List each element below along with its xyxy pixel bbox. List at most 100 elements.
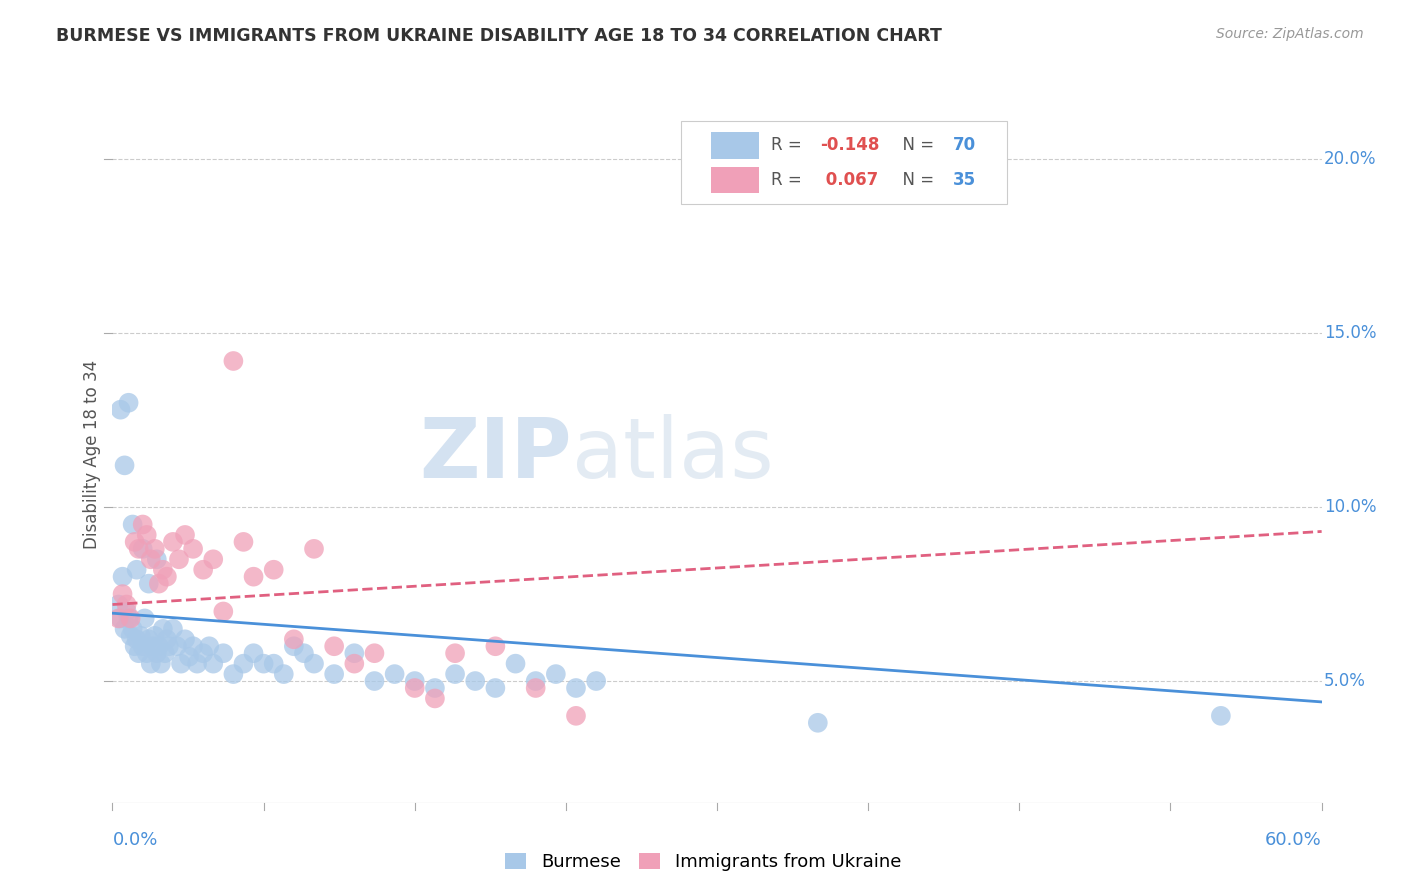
Point [146, 552, 169, 566]
Point [121, 622, 143, 636]
Point [242, 569, 264, 583]
Point [143, 541, 166, 556]
Point [115, 605, 138, 619]
Point [404, 674, 426, 689]
Point [302, 541, 325, 556]
Point [263, 563, 285, 577]
Point [135, 528, 157, 542]
Point [585, 674, 607, 689]
Point [212, 646, 235, 660]
Text: 15.0%: 15.0% [1324, 324, 1376, 343]
Point [464, 674, 486, 689]
Point [484, 639, 506, 653]
Text: R =: R = [772, 171, 807, 189]
Point [132, 639, 155, 653]
Point [162, 534, 184, 549]
Point [156, 632, 179, 647]
Point [125, 563, 148, 577]
Point [166, 639, 188, 653]
Point [177, 649, 200, 664]
Text: Source: ZipAtlas.com: Source: ZipAtlas.com [1216, 27, 1364, 41]
Point [343, 646, 366, 660]
Point [202, 552, 225, 566]
Point [124, 534, 146, 549]
Text: 60.0%: 60.0% [1265, 830, 1322, 848]
Point [323, 667, 346, 681]
Point [110, 611, 132, 625]
Point [146, 646, 169, 660]
Point [404, 681, 426, 695]
Point [174, 528, 197, 542]
Point [544, 667, 567, 681]
Point [444, 646, 467, 660]
Point [283, 632, 305, 647]
Point [139, 657, 162, 671]
Point [111, 569, 134, 583]
Point [107, 598, 129, 612]
Text: 10.0%: 10.0% [1324, 498, 1376, 516]
Point [1209, 708, 1232, 723]
Point [384, 667, 406, 681]
Y-axis label: Disability Age 18 to 34: Disability Age 18 to 34 [83, 360, 101, 549]
Point [565, 708, 588, 723]
Point [186, 657, 208, 671]
Point [162, 622, 184, 636]
Point [444, 667, 467, 681]
Point [232, 657, 254, 671]
Text: ZIP: ZIP [419, 415, 572, 495]
Point [117, 611, 139, 625]
Point [153, 646, 176, 660]
Point [191, 563, 214, 577]
Point [114, 622, 136, 636]
Point [110, 402, 132, 417]
Point [115, 598, 138, 612]
Text: 5.0%: 5.0% [1324, 672, 1367, 690]
Point [302, 657, 325, 671]
Text: 0.0%: 0.0% [112, 830, 157, 848]
Point [152, 563, 174, 577]
Point [807, 715, 830, 730]
Point [111, 587, 134, 601]
Point [152, 622, 174, 636]
FancyBboxPatch shape [681, 121, 1007, 204]
Text: -0.148: -0.148 [820, 136, 879, 154]
Point [135, 646, 157, 660]
Point [120, 611, 142, 625]
Point [423, 681, 446, 695]
Point [143, 629, 166, 643]
Point [202, 657, 225, 671]
Point [198, 639, 221, 653]
Point [273, 667, 295, 681]
Text: 35: 35 [953, 171, 976, 189]
Point [565, 681, 588, 695]
Point [363, 674, 385, 689]
Point [167, 552, 190, 566]
Point [128, 541, 150, 556]
Point [181, 541, 204, 556]
Point [292, 646, 315, 660]
Point [191, 646, 214, 660]
Point [125, 632, 148, 647]
Text: N =: N = [893, 136, 939, 154]
Point [157, 639, 180, 653]
Legend: Burmese, Immigrants from Ukraine: Burmese, Immigrants from Ukraine [498, 846, 908, 879]
Text: 0.067: 0.067 [820, 171, 879, 189]
Point [132, 541, 155, 556]
Bar [711, 132, 759, 159]
Point [156, 569, 179, 583]
Point [114, 458, 136, 473]
Text: BURMESE VS IMMIGRANTS FROM UKRAINE DISABILITY AGE 18 TO 34 CORRELATION CHART: BURMESE VS IMMIGRANTS FROM UKRAINE DISAB… [56, 27, 942, 45]
Point [138, 632, 160, 647]
Point [132, 517, 155, 532]
Text: R =: R = [772, 136, 807, 154]
Point [253, 657, 276, 671]
Point [121, 517, 143, 532]
Point [139, 552, 162, 566]
Point [524, 681, 547, 695]
Point [148, 576, 170, 591]
Point [117, 395, 139, 409]
Bar [711, 167, 759, 194]
Point [524, 674, 547, 689]
Point [212, 605, 235, 619]
Point [283, 639, 305, 653]
